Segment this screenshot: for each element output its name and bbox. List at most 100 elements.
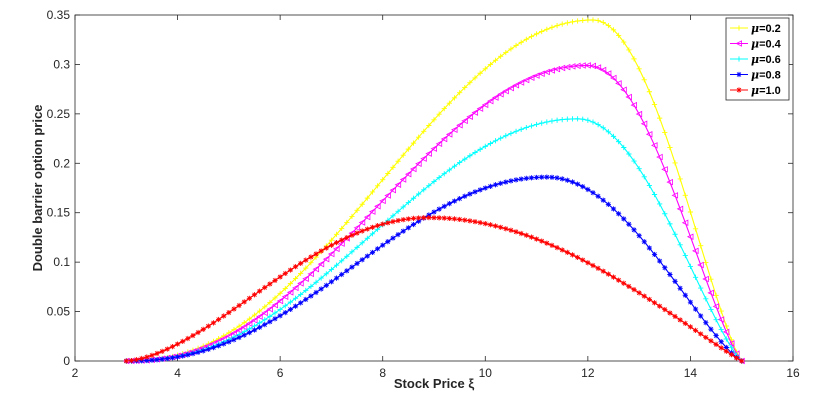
data-point-marker [604,70,612,77]
data-point-marker [369,224,376,230]
data-point-marker [610,74,617,82]
data-point-marker [318,286,324,292]
data-point-marker [430,145,437,152]
data-point-marker [461,117,468,125]
data-point-marker [497,91,504,98]
data-point-marker [226,309,232,316]
data-point-marker [164,355,170,362]
data-point-marker [149,352,155,358]
data-point-marker [369,249,376,256]
series-line [126,64,743,362]
data-point-marker [640,120,648,128]
data-point-marker [513,177,519,183]
data-point-marker [210,320,217,326]
data-point-marker [595,17,601,24]
series-5 [123,215,745,364]
data-point-marker [415,160,422,168]
data-point-marker [231,337,237,343]
data-point-marker [636,166,642,172]
data-point-marker [359,257,365,263]
data-point-marker [349,213,355,220]
legend-item: μ=0.8 [730,69,781,82]
data-point-marker [636,66,642,72]
data-point-marker [344,268,350,274]
data-point-marker [518,176,524,182]
data-point-marker [374,223,381,229]
data-point-marker [354,207,360,213]
data-point-marker [287,281,293,287]
data-point-marker [718,339,724,345]
data-point-marker [472,189,478,195]
data-point-marker [251,292,258,298]
data-point-marker [281,293,289,300]
data-point-marker [467,153,473,159]
data-point-marker [687,299,694,305]
data-point-marker [272,310,278,316]
data-point-marker [616,211,622,217]
legend-label: μ=0.8 [751,69,781,82]
data-point-marker [630,101,638,109]
legend-label: μ=1.0 [751,84,781,97]
data-point-marker [518,126,524,132]
data-point-marker [703,259,709,266]
data-point-marker [276,297,284,305]
data-point-marker [662,211,668,217]
data-point-marker [282,303,288,309]
data-point-marker [549,174,555,180]
data-point-marker [575,181,581,187]
data-point-marker [472,149,478,156]
data-point-marker [303,287,309,294]
data-point-marker [672,231,678,237]
data-point-marker [667,144,673,151]
data-point-marker [657,201,663,207]
data-point-marker [262,304,268,310]
data-point-marker [257,308,263,314]
data-point-marker [462,156,468,162]
data-point-marker [457,195,463,202]
data-point-marker [544,240,550,246]
data-point-marker [344,253,350,259]
data-point-marker [549,242,555,248]
data-point-marker [667,310,673,316]
data-point-marker [251,312,258,318]
data-point-marker [236,302,242,309]
data-point-marker [266,305,273,313]
data-point-marker [241,332,247,338]
data-point-marker [599,66,607,74]
data-point-marker [292,303,299,309]
data-point-marker [400,217,406,223]
data-point-marker [446,215,452,222]
data-point-marker [339,258,345,264]
data-point-marker [308,283,314,290]
data-point-marker [564,20,570,26]
data-point-marker [616,32,622,39]
data-point-marker [298,260,304,266]
data-point-marker [727,340,735,347]
data-point-marker [277,313,283,319]
data-point-marker [462,193,468,199]
legend-item: μ=1.0 [730,84,781,97]
data-point-marker [641,293,647,299]
data-point-marker [672,160,678,166]
data-point-marker [436,215,442,221]
data-point-marker [327,250,335,258]
data-point-marker [513,42,519,49]
data-point-marker [317,260,325,268]
data-point-marker [543,68,550,76]
data-point-marker [682,292,688,298]
data-point-marker [420,155,427,162]
data-point-marker [553,65,561,73]
data-point-marker [528,175,535,181]
data-point-marker [508,227,514,233]
data-point-marker [395,158,401,164]
data-point-marker [657,258,663,264]
y-tick-label: 0.35 [47,8,71,22]
data-point-marker [154,350,160,357]
data-point-marker [487,140,494,147]
data-point-marker [457,216,463,223]
data-point-marker [625,93,632,101]
data-point-marker [538,70,545,77]
data-point-marker [667,271,673,278]
data-point-marker [313,279,319,285]
